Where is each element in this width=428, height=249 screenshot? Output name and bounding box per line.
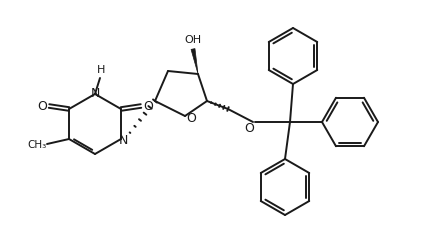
Text: O: O — [244, 122, 254, 134]
Text: OH: OH — [184, 35, 202, 45]
Text: O: O — [143, 100, 153, 113]
Text: O: O — [37, 100, 47, 113]
Text: O: O — [186, 112, 196, 124]
Text: N: N — [90, 86, 100, 100]
Text: N: N — [118, 133, 128, 146]
Text: CH₃: CH₃ — [27, 140, 47, 150]
Text: H: H — [97, 65, 105, 75]
Polygon shape — [191, 49, 198, 74]
